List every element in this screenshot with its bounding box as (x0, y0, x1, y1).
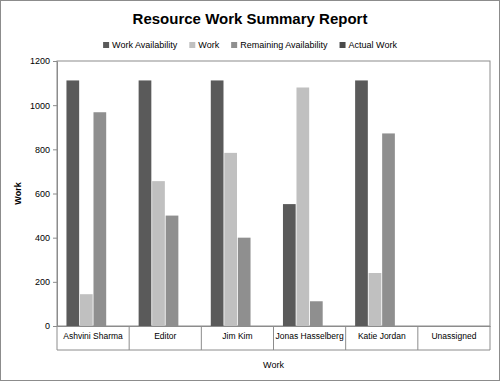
bar (211, 80, 224, 326)
bar (296, 88, 309, 327)
bar (179, 326, 192, 327)
legend-label: Remaining Availability (240, 40, 328, 50)
category-divider (129, 326, 130, 350)
y-tick-label: 600 (35, 189, 50, 199)
legend-label: Work Availability (112, 40, 178, 50)
category-divider (57, 326, 58, 350)
x-tick-label: Editor (154, 331, 176, 341)
y-tick: 200 (35, 277, 57, 287)
y-tick-label: 400 (35, 233, 50, 243)
bar (396, 326, 409, 327)
legend-item: Work (189, 40, 219, 50)
legend-swatch (231, 42, 237, 48)
legend-label: Actual Work (349, 40, 398, 50)
bar (238, 238, 251, 326)
bar (152, 181, 165, 326)
bar (166, 216, 179, 326)
bar (107, 326, 120, 327)
chart: Resource Work Summary Report Work Availab… (0, 0, 500, 381)
x-tick-label: Unassigned (431, 331, 476, 341)
x-axis-title: Work (263, 360, 284, 370)
y-tick: 600 (35, 189, 57, 199)
series (93, 112, 394, 326)
series (80, 88, 381, 327)
bar (454, 326, 467, 327)
bar (80, 294, 93, 326)
y-tick: 1200 (30, 56, 57, 66)
legend-swatch (340, 42, 346, 48)
legend-item: Work Availability (103, 40, 178, 50)
legend-item: Remaining Availability (231, 40, 328, 50)
category-divider (490, 326, 491, 350)
bar (468, 326, 481, 327)
y-tick-label: 1000 (30, 101, 50, 111)
legend-label: Work (198, 40, 219, 50)
plot-frame (57, 61, 490, 326)
category-divider (201, 326, 202, 350)
bar (66, 80, 79, 326)
category-dividers (57, 326, 490, 350)
x-tick: Jim Kim (222, 326, 252, 341)
legend: Work Availability Work Remaining Availabil… (103, 40, 397, 50)
bar (324, 326, 337, 327)
category-divider (273, 326, 274, 350)
x-tick: Jonas Hasselberg (276, 326, 344, 341)
legend-swatch (189, 42, 195, 48)
y-tick-label: 0 (45, 321, 50, 331)
category-baseline (57, 350, 490, 351)
bar (355, 80, 368, 326)
x-tick-label: Ashvini Sharma (63, 331, 123, 341)
bar (93, 112, 106, 326)
x-tick: Katie Jordan (358, 326, 406, 341)
bar (427, 326, 440, 327)
y-tick-mark (53, 105, 57, 106)
y-tick: 400 (35, 233, 57, 243)
y-tick: 1000 (30, 101, 57, 111)
y-tick-label: 1200 (30, 56, 50, 66)
y-tick: 800 (35, 145, 57, 155)
legend-item: Actual Work (340, 40, 398, 50)
bar (310, 301, 323, 326)
y-axis-title: Work (13, 181, 23, 204)
bar (369, 273, 382, 326)
legend-swatch (103, 42, 109, 48)
y-tick-mark (53, 61, 57, 62)
bar (139, 80, 152, 326)
y-tick-mark (53, 282, 57, 283)
y-tick-label: 200 (35, 277, 50, 287)
y-tick-mark (53, 194, 57, 195)
bar (382, 133, 395, 326)
y-tick-mark (53, 149, 57, 150)
x-tick-label: Jim Kim (222, 331, 252, 341)
x-tick: Editor (154, 326, 176, 341)
y-tick-label: 800 (35, 145, 50, 155)
bar (441, 326, 454, 327)
y-tick: 0 (45, 321, 57, 331)
bar (283, 204, 296, 326)
category-divider (345, 326, 346, 350)
series (66, 80, 367, 326)
category-divider (417, 326, 418, 350)
y-axis: 0 200 400 600 800 1000 1200 (30, 56, 58, 331)
y-tick-mark (53, 326, 57, 327)
x-tick-label: Katie Jordan (358, 331, 406, 341)
bar (224, 153, 237, 326)
x-tick: Unassigned (431, 326, 476, 341)
x-tick-label: Jonas Hasselberg (276, 331, 344, 341)
x-tick: Ashvini Sharma (63, 326, 123, 341)
bar (251, 326, 264, 327)
chart-border (1, 1, 500, 381)
title: Resource Work Summary Report (133, 10, 368, 27)
y-tick-mark (53, 238, 57, 239)
bars (66, 80, 394, 326)
y-axis-line (57, 62, 58, 327)
